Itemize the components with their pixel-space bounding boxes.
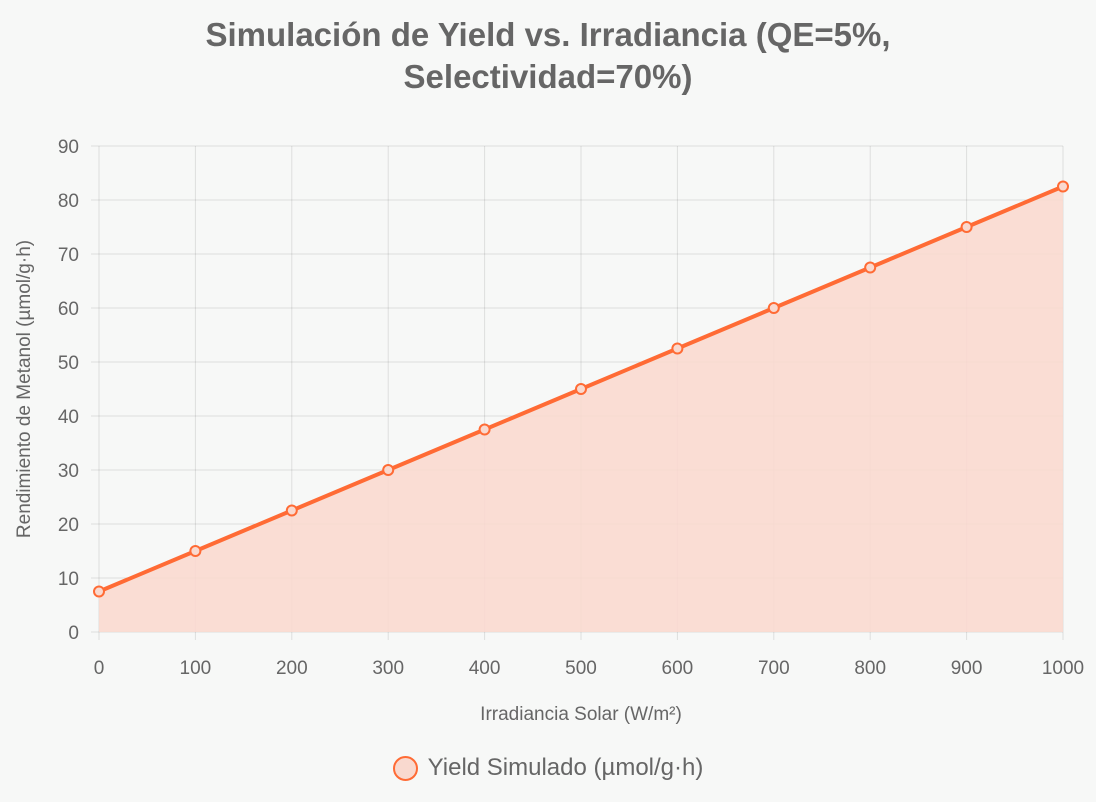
x-tick-label: 1000	[1042, 658, 1084, 679]
x-tick-label: 200	[276, 658, 308, 679]
legend-swatch	[392, 755, 418, 781]
x-tick-label: 100	[180, 658, 212, 679]
x-tick-label: 500	[565, 658, 597, 679]
chart-title-line-2: Selectividad=70%)	[403, 58, 693, 95]
x-axis-label: Irradiancia Solar (W/m²)	[480, 704, 682, 725]
chart-title-line-1: Simulación de Yield vs. Irradiancia (QE=…	[205, 16, 891, 53]
data-point	[1057, 180, 1069, 193]
y-tick-label: 70	[58, 245, 79, 266]
x-tick-label: 700	[758, 658, 790, 679]
y-tick-label: 50	[58, 353, 79, 374]
y-axis-label: Rendimiento de Metanol (µmol/g·h)	[14, 240, 35, 538]
data-point	[671, 342, 684, 355]
legend-label: Yield Simulado (µmol/g·h)	[427, 754, 704, 781]
y-tick-label: 80	[58, 191, 79, 212]
x-tick-label: 0	[94, 658, 105, 679]
data-point	[189, 545, 202, 557]
y-tick-label: 40	[58, 407, 79, 428]
data-point	[285, 504, 298, 517]
chart-title: Simulación de Yield vs. Irradiancia (QE=…	[0, 14, 1096, 98]
data-point	[93, 585, 105, 598]
x-tick-label: 600	[662, 658, 694, 679]
data-point	[478, 423, 491, 436]
series-area	[99, 186, 1063, 632]
legend[interactable]: Yield Simulado (µmol/g·h)	[0, 754, 1096, 782]
y-tick-label: 0	[68, 623, 79, 644]
y-tick-label: 30	[58, 461, 79, 482]
x-tick-label: 800	[854, 658, 886, 679]
data-point	[864, 261, 877, 274]
y-tick-label: 60	[58, 299, 79, 320]
x-tick-label: 300	[372, 658, 404, 679]
x-tick-label: 900	[951, 658, 983, 679]
y-tick-label: 10	[58, 569, 79, 590]
data-point	[960, 221, 973, 233]
x-tick-label: 400	[469, 658, 501, 679]
data-point	[575, 383, 587, 395]
y-tick-label: 20	[58, 515, 79, 536]
data-point	[382, 464, 395, 476]
y-tick-label: 90	[58, 137, 79, 158]
data-point	[767, 302, 780, 314]
